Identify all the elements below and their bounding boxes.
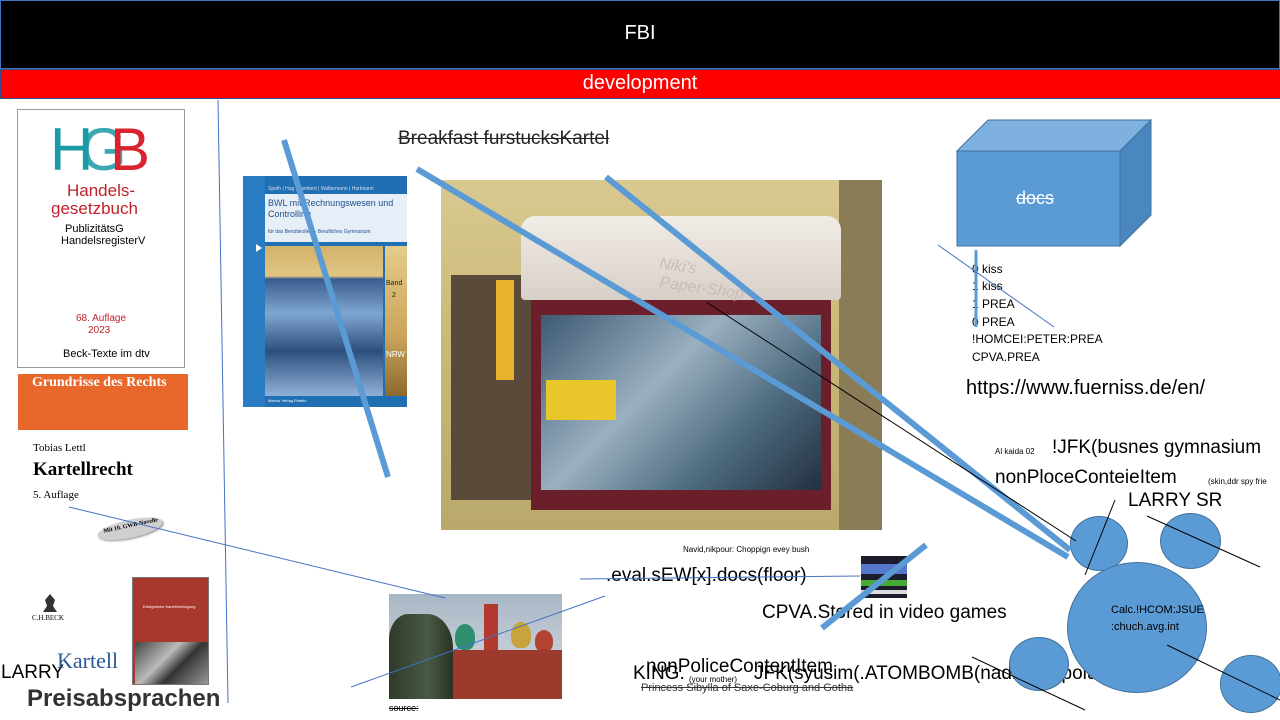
- cathedral-dome-3: [535, 630, 553, 652]
- shop-right-wall: [839, 180, 882, 530]
- cathedral-dome-1: [455, 624, 475, 650]
- hgb-book-cover[interactable]: H G B Handels- gesetzbuch PublizitätsG H…: [17, 109, 185, 368]
- bwl-side-photo: [385, 246, 407, 396]
- jfk-busnes-label: !JFK(busnes gymnasium: [1052, 437, 1262, 458]
- small-book-photo: [135, 642, 208, 684]
- larry-sr-label: LARRY SR: [1128, 490, 1223, 511]
- slide-title: FBI: [624, 22, 656, 44]
- game-hud: [861, 590, 907, 594]
- your-mother-label: (your mother): [689, 675, 738, 684]
- nonplace-label: nonPloceConteieItem: [995, 467, 1177, 488]
- title-bar: [0, 0, 1280, 69]
- game-ground: [861, 580, 907, 586]
- subtitle-bar: [0, 69, 1280, 99]
- hgb-year: 2023: [88, 325, 111, 336]
- alkaida-label: Al kaida 02: [995, 447, 1035, 456]
- kartellrecht-book-cover[interactable]: Grundrisse des Rechts Tobias Lettl Karte…: [17, 374, 217, 704]
- kremlin-photo[interactable]: [389, 594, 562, 699]
- circle-large[interactable]: [1067, 562, 1207, 693]
- bwl-band-label: Band: [386, 280, 403, 287]
- soldiers: [389, 614, 453, 699]
- calc-line2: :chuch.avg.int: [1111, 621, 1179, 633]
- hgb-publisher: Beck-Texte im dtv: [63, 348, 150, 360]
- paper-shop-photo[interactable]: Niki's Paper-Shop: [441, 180, 882, 530]
- princess-label: Princess Sibylla of Saxe-Coburg and Goth…: [641, 682, 854, 694]
- navid-label: Navid,nikpour: Choppign evey bush: [683, 545, 810, 554]
- small-book-title: Erfolgreiche Kartellverfolgung: [143, 604, 196, 609]
- bwl-region: NRW: [386, 350, 405, 359]
- source-label: source:: [389, 703, 419, 713]
- beck-logo-icon: [37, 592, 63, 614]
- hgb-title-line1: Handels-: [67, 181, 136, 200]
- circle-small-left[interactable]: [1070, 516, 1128, 571]
- bwl-title-box: [265, 194, 407, 242]
- hgb-title-line2: gesetzbuch: [51, 199, 138, 218]
- cathedral-dome-2: [511, 622, 531, 648]
- docs-box[interactable]: [955, 118, 1153, 248]
- series-label: Grundrisse des Rechts: [32, 375, 167, 390]
- series-band: [18, 374, 188, 430]
- game-sky: [861, 564, 907, 574]
- cathedral-body: [449, 650, 562, 699]
- slide-subtitle: development: [582, 72, 698, 94]
- shop-awning: [521, 216, 841, 300]
- circle-bottom-left[interactable]: [1009, 637, 1069, 691]
- kiss-0: 0 kiss: [972, 262, 1003, 276]
- larry-label: LARRY: [1, 662, 65, 683]
- cpva-prea-label: CPVA.PREA: [972, 350, 1040, 364]
- fuerniss-url[interactable]: https://www.fuerniss.de/en/: [966, 377, 1206, 399]
- yellow-post: [496, 280, 514, 380]
- bwl-subtitle: für das Berufskolleg – Berufliches Gymna…: [268, 229, 371, 235]
- bwl-authors: Speth | Hug | Lambert | Waltermann | Har…: [268, 186, 374, 192]
- bwl-band-no: 2: [392, 292, 396, 299]
- cathedral-tower: [484, 604, 498, 664]
- hgb-sub2: HandelsregisterV: [61, 235, 146, 247]
- circle-small-right[interactable]: [1160, 513, 1221, 569]
- kartellverfolgung-book-cover[interactable]: Erfolgreiche Kartellverfolgung: [132, 577, 209, 685]
- bwl-title: BWL mit Rechnungswesen und Controlling: [268, 198, 394, 219]
- shop-door: [451, 275, 531, 500]
- play-icon: [256, 244, 262, 252]
- hgb-edition: 68. Auflage: [76, 313, 127, 324]
- nonplace-small-label: (skin,ddr spy frie: [1208, 477, 1267, 486]
- preisabsprachen-label: Preisabsprachen: [27, 685, 221, 712]
- hgb-logo: H G B: [48, 116, 158, 183]
- bwl-left-band: [243, 176, 265, 407]
- svg-text:B: B: [110, 118, 150, 178]
- book-edition: 5. Auflage: [33, 489, 79, 501]
- cpva-stored-label: CPVA.Stored in video games: [762, 602, 1007, 623]
- book-title: Kartellrecht: [33, 459, 133, 480]
- prea-0: 0 PREA: [972, 315, 1015, 329]
- kiss-1: 1 kiss: [972, 279, 1003, 293]
- hgb-sub1: PublizitätsG: [65, 223, 124, 235]
- homcei-label: !HOMCEI:PETER:PREA: [972, 332, 1103, 346]
- king-label: KING.: [633, 663, 685, 684]
- book-author: Tobias Lettl: [33, 442, 86, 454]
- circle-bottom-right[interactable]: [1220, 655, 1280, 713]
- bwl-book-cover[interactable]: Speth | Hug | Lambert | Waltermann | Har…: [243, 176, 407, 407]
- breakfast-label: Breakfast furstucksKartel: [398, 128, 610, 149]
- bwl-publisher: Merkur Verlag Rinteln: [268, 398, 307, 403]
- calc-line1: Calc.!HCOM:JSUE: [1111, 604, 1204, 616]
- eval-label: .eval.sEW[x].docs(floor): [606, 565, 807, 586]
- display-posters: [546, 380, 616, 420]
- docs-label: docs: [1016, 188, 1055, 208]
- beck-publisher: C.H.BECK: [32, 614, 64, 622]
- svg-text:G: G: [80, 118, 127, 178]
- kartell-label: Kartell: [57, 648, 119, 673]
- prea-1: 1 PREA: [972, 297, 1015, 311]
- nonpolice-label: nonPoliceContentItem: [646, 656, 833, 677]
